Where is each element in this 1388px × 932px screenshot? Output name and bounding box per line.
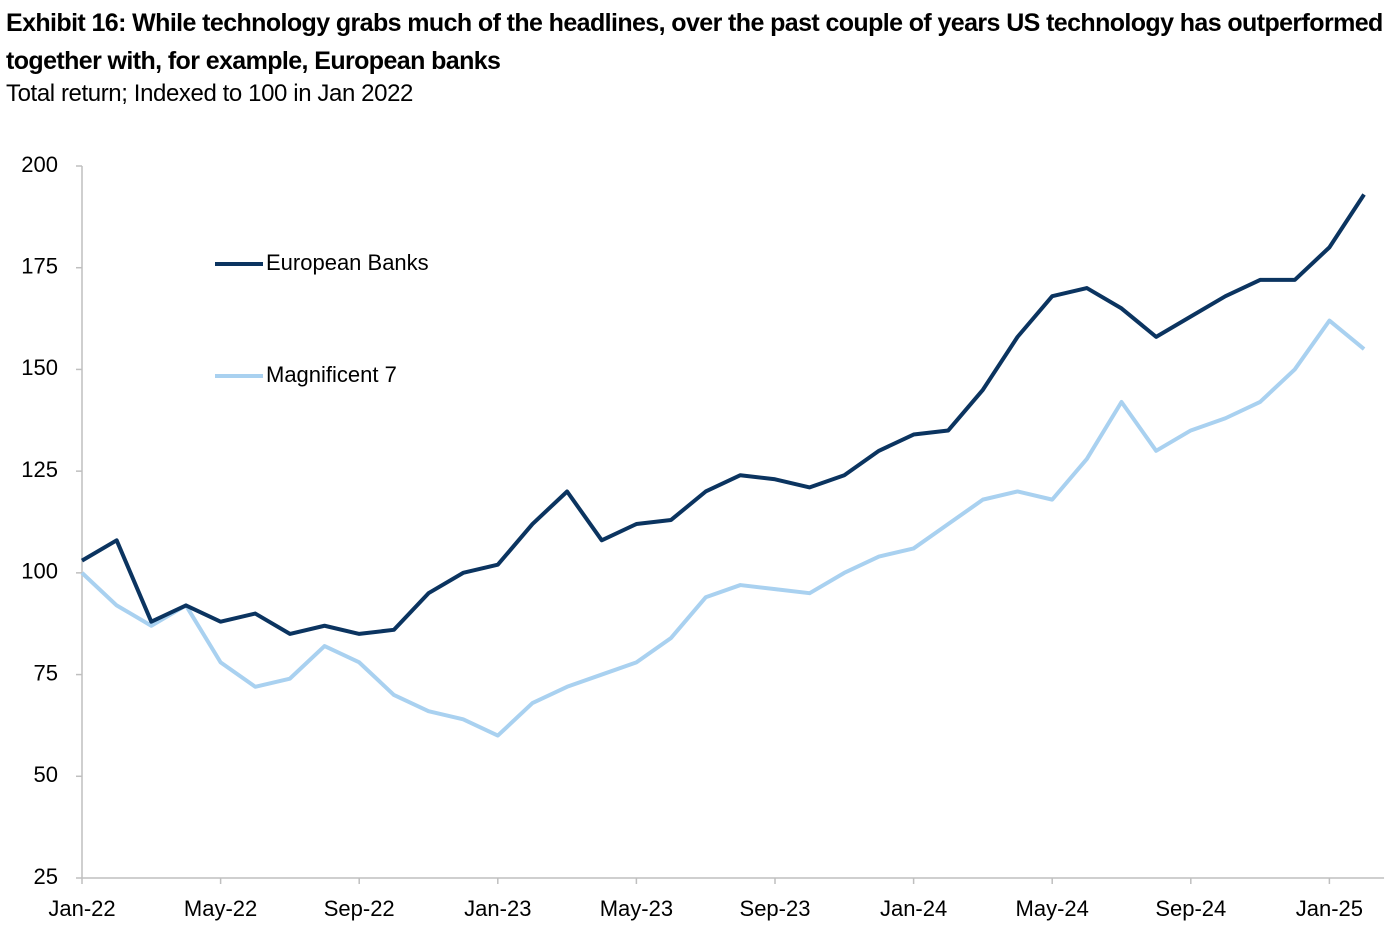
y-tick-label: 75 <box>34 660 58 685</box>
x-tick-label: Sep-22 <box>324 896 395 921</box>
y-tick-label: 100 <box>21 559 58 584</box>
y-tick-label: 125 <box>21 457 58 482</box>
legend-label: European Banks <box>266 250 429 275</box>
y-tick-label: 150 <box>21 355 58 380</box>
series-line <box>80 193 1366 636</box>
x-tick-label: Jan-24 <box>880 896 947 921</box>
x-tick-label: May-24 <box>1016 896 1089 921</box>
x-tick-label: Jan-23 <box>464 896 531 921</box>
chart-subtitle: Total return; Indexed to 100 in Jan 2022 <box>6 80 413 107</box>
legend-label: Magnificent 7 <box>266 362 397 387</box>
chart-title: Exhibit 16: While technology grabs much … <box>6 9 1383 75</box>
x-tick-label: May-23 <box>600 896 673 921</box>
x-tick-label: Jan-25 <box>1296 896 1363 921</box>
y-tick-label: 175 <box>21 254 58 279</box>
y-tick-label: 200 <box>21 152 58 177</box>
x-tick-label: Sep-24 <box>1155 896 1226 921</box>
x-tick-label: Jan-22 <box>48 896 115 921</box>
x-tick-label: May-22 <box>184 896 257 921</box>
y-tick-label: 25 <box>34 864 58 889</box>
x-tick-label: Sep-23 <box>740 896 811 921</box>
y-tick-label: 50 <box>34 762 58 787</box>
series-line <box>80 318 1366 738</box>
